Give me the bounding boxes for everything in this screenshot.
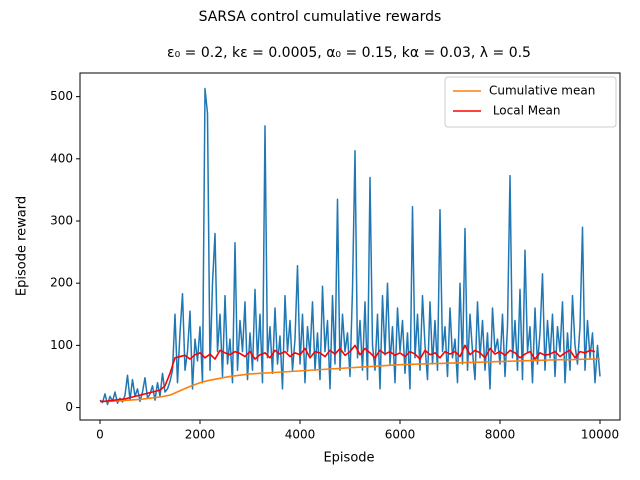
y-tick-label: 300 — [50, 214, 73, 228]
y-tick-label: 100 — [50, 338, 73, 352]
y-tick-label: 200 — [50, 276, 73, 290]
x-tick-label: 8000 — [485, 428, 516, 442]
x-axis-label: Episode — [323, 451, 374, 466]
y-axis-label: Episode reward — [15, 196, 30, 296]
series-line — [100, 344, 596, 403]
legend-box — [444, 76, 617, 128]
legend-label: Cumulative mean — [489, 84, 595, 98]
x-tick-label: 2000 — [185, 428, 216, 442]
y-tick-label: 0 — [65, 400, 73, 414]
legend-label: Local Mean — [489, 104, 560, 118]
chart-title: SARSA control cumulative rewards — [199, 9, 442, 25]
x-tick-label: 0 — [96, 428, 104, 442]
chart-subtitle: ε₀ = 0.2, kε = 0.0005, α₀ = 0.15, kα = 0… — [167, 45, 531, 61]
series-line — [100, 358, 600, 403]
y-tick-label: 400 — [50, 151, 73, 165]
y-tick-label: 500 — [50, 89, 73, 103]
x-tick-label: 10000 — [581, 428, 619, 442]
x-tick-label: 6000 — [385, 428, 416, 442]
x-tick-label: 4000 — [285, 428, 316, 442]
plot-frame — [79, 72, 621, 421]
